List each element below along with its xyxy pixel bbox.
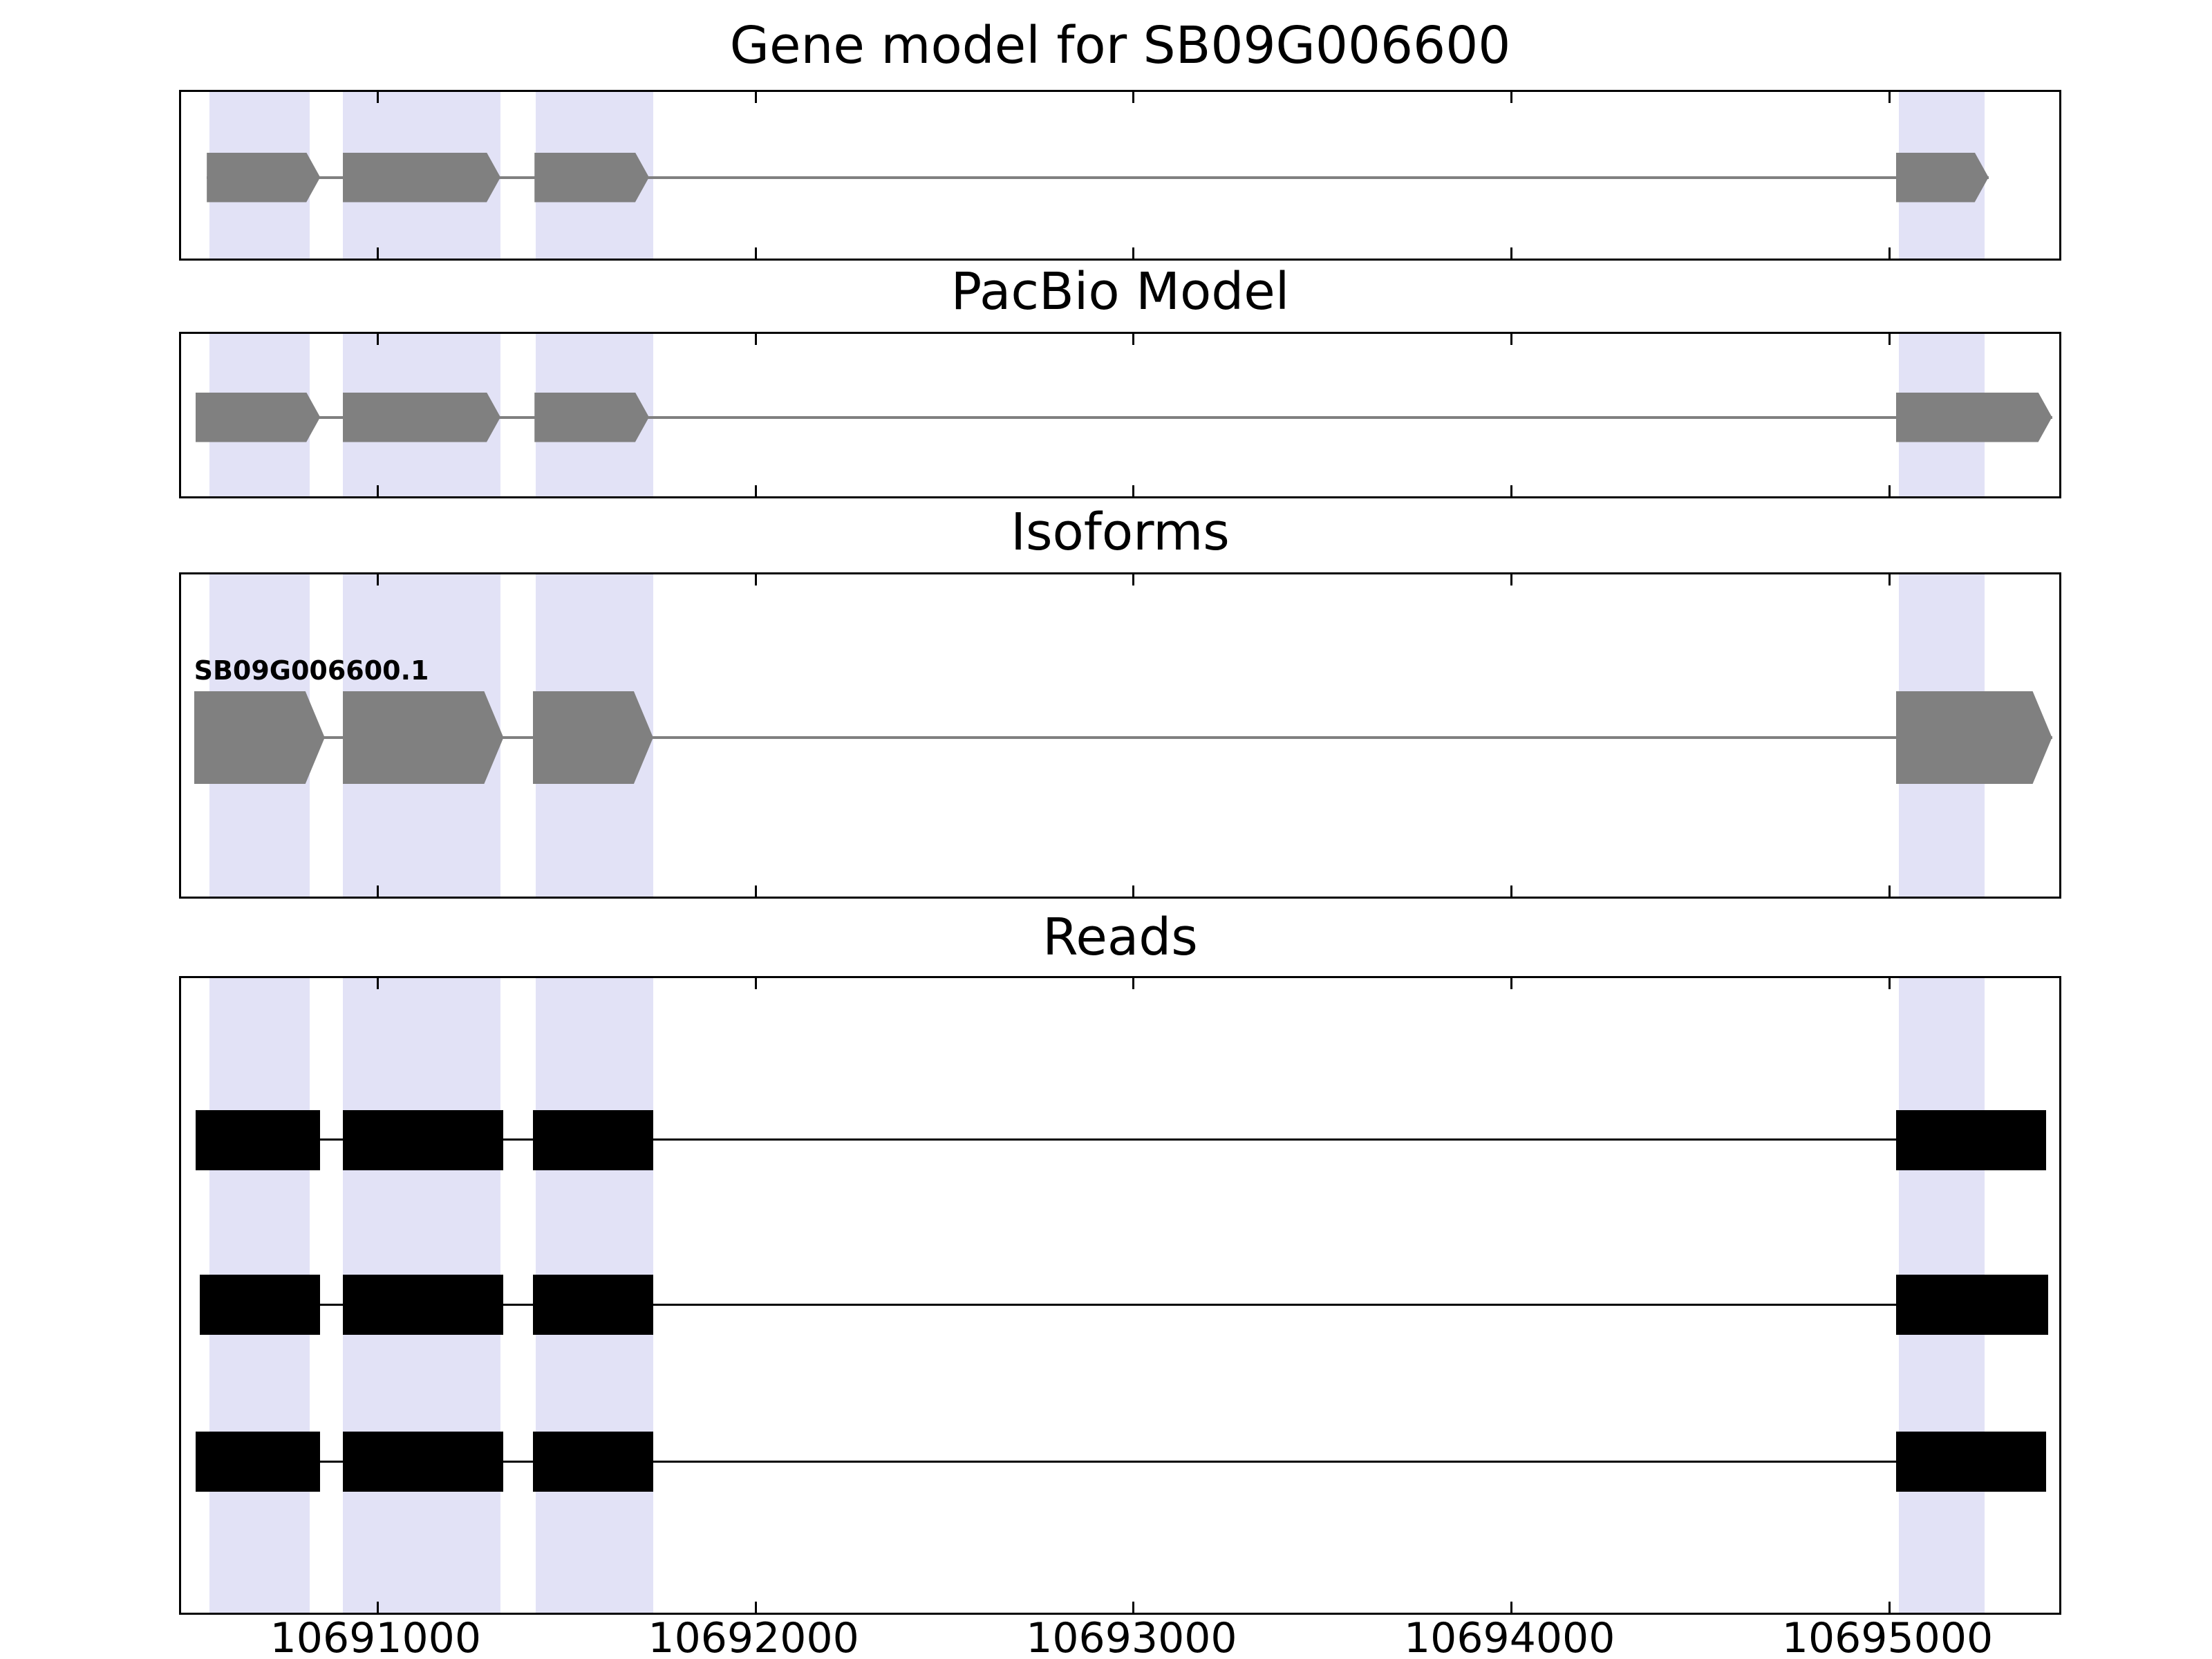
- x-axis-tick-labels: 10691000 10692000 10693000 10694000 10695000: [0, 1618, 2212, 1659]
- intron-line: [195, 415, 2052, 419]
- x-tick-label: 10695000: [1781, 1614, 1994, 1659]
- exon-shape: [534, 153, 649, 203]
- axis-tick-mark: [754, 485, 757, 496]
- read-line: [195, 1138, 2047, 1141]
- x-tick-label: 10694000: [1403, 1614, 1615, 1659]
- read-line: [195, 1460, 2047, 1463]
- read-block: [195, 1432, 321, 1492]
- read-block: [1895, 1432, 2047, 1492]
- axis-tick-mark: [376, 247, 379, 259]
- axis-tick-mark: [1888, 247, 1891, 259]
- axis-tick-mark: [376, 485, 379, 496]
- exon-shape: [343, 393, 500, 442]
- x-tick-label: 10691000: [270, 1614, 482, 1659]
- axis-tick-mark: [1132, 574, 1135, 585]
- read-block: [195, 1109, 321, 1170]
- read-block: [532, 1275, 653, 1335]
- read-block: [343, 1275, 504, 1335]
- read-block: [200, 1275, 321, 1335]
- panel-title-isoforms: Isoforms: [1011, 503, 1230, 562]
- axis-tick-mark: [376, 1602, 379, 1613]
- axis-tick-mark: [754, 574, 757, 585]
- axis-tick-mark: [1132, 978, 1135, 989]
- axis-tick-mark: [376, 978, 379, 989]
- axis-tick-mark: [376, 574, 379, 585]
- read-block: [343, 1432, 504, 1492]
- isoform-label: SB09G006600.1: [194, 655, 429, 686]
- track-panel-pacbio-model: [179, 332, 2061, 498]
- read-block: [343, 1109, 504, 1170]
- axis-tick-mark: [754, 885, 757, 897]
- axis-tick-mark: [1132, 885, 1135, 897]
- axis-tick-mark: [1888, 92, 1891, 103]
- read-block: [1895, 1109, 2047, 1170]
- axis-tick-mark: [754, 1602, 757, 1613]
- axis-tick-mark: [1510, 247, 1513, 259]
- track-panel-gene-model: [179, 90, 2061, 261]
- axis-tick-mark: [1132, 247, 1135, 259]
- axis-tick-mark: [1888, 334, 1891, 345]
- read-block: [532, 1109, 653, 1170]
- axis-tick-mark: [1510, 978, 1513, 989]
- exon-shape: [343, 691, 503, 784]
- axis-tick-mark: [1132, 485, 1135, 496]
- panel-title-reads: Reads: [1042, 908, 1198, 967]
- axis-tick-mark: [1888, 1602, 1891, 1613]
- panel-title-gene-model: Gene model for SB09G006600: [729, 16, 1511, 75]
- read-block: [532, 1432, 653, 1492]
- axis-tick-mark: [376, 92, 379, 103]
- intron-line: [194, 736, 2052, 739]
- axis-tick-mark: [376, 885, 379, 897]
- axis-tick-mark: [754, 92, 757, 103]
- axis-tick-mark: [1132, 1602, 1135, 1613]
- axis-tick-mark: [754, 247, 757, 259]
- track-panel-isoforms: SB09G006600.1: [179, 572, 2061, 899]
- axis-tick-mark: [376, 334, 379, 345]
- exon-shape: [1896, 393, 2052, 442]
- axis-tick-mark: [1888, 885, 1891, 897]
- axis-tick-mark: [1888, 485, 1891, 496]
- axis-tick-mark: [1510, 1602, 1513, 1613]
- intron-line: [207, 176, 1989, 179]
- exon-shape: [533, 691, 653, 784]
- axis-tick-mark: [1510, 885, 1513, 897]
- exon-shape: [534, 393, 649, 442]
- axis-tick-mark: [1132, 334, 1135, 345]
- exon-shape: [343, 153, 500, 203]
- axis-tick-mark: [1888, 574, 1891, 585]
- axis-tick-mark: [1132, 92, 1135, 103]
- panel-title-pacbio-model: PacBio Model: [950, 262, 1290, 321]
- track-panel-reads: [179, 976, 2061, 1615]
- exon-shape: [207, 153, 320, 203]
- axis-tick-mark: [754, 334, 757, 345]
- x-tick-label: 10693000: [1026, 1614, 1237, 1659]
- axis-tick-mark: [1888, 978, 1891, 989]
- exon-shape: [194, 691, 325, 784]
- axis-tick-mark: [1510, 574, 1513, 585]
- x-tick-label: 10692000: [648, 1614, 859, 1659]
- axis-tick-mark: [1510, 485, 1513, 496]
- read-block: [1895, 1275, 2049, 1335]
- exon-shape: [1896, 691, 2052, 784]
- read-line: [200, 1303, 2049, 1306]
- exon-shape: [196, 393, 320, 442]
- exon-shape: [1896, 153, 1989, 203]
- axis-tick-mark: [754, 978, 757, 989]
- axis-tick-mark: [1510, 92, 1513, 103]
- axis-tick-mark: [1510, 334, 1513, 345]
